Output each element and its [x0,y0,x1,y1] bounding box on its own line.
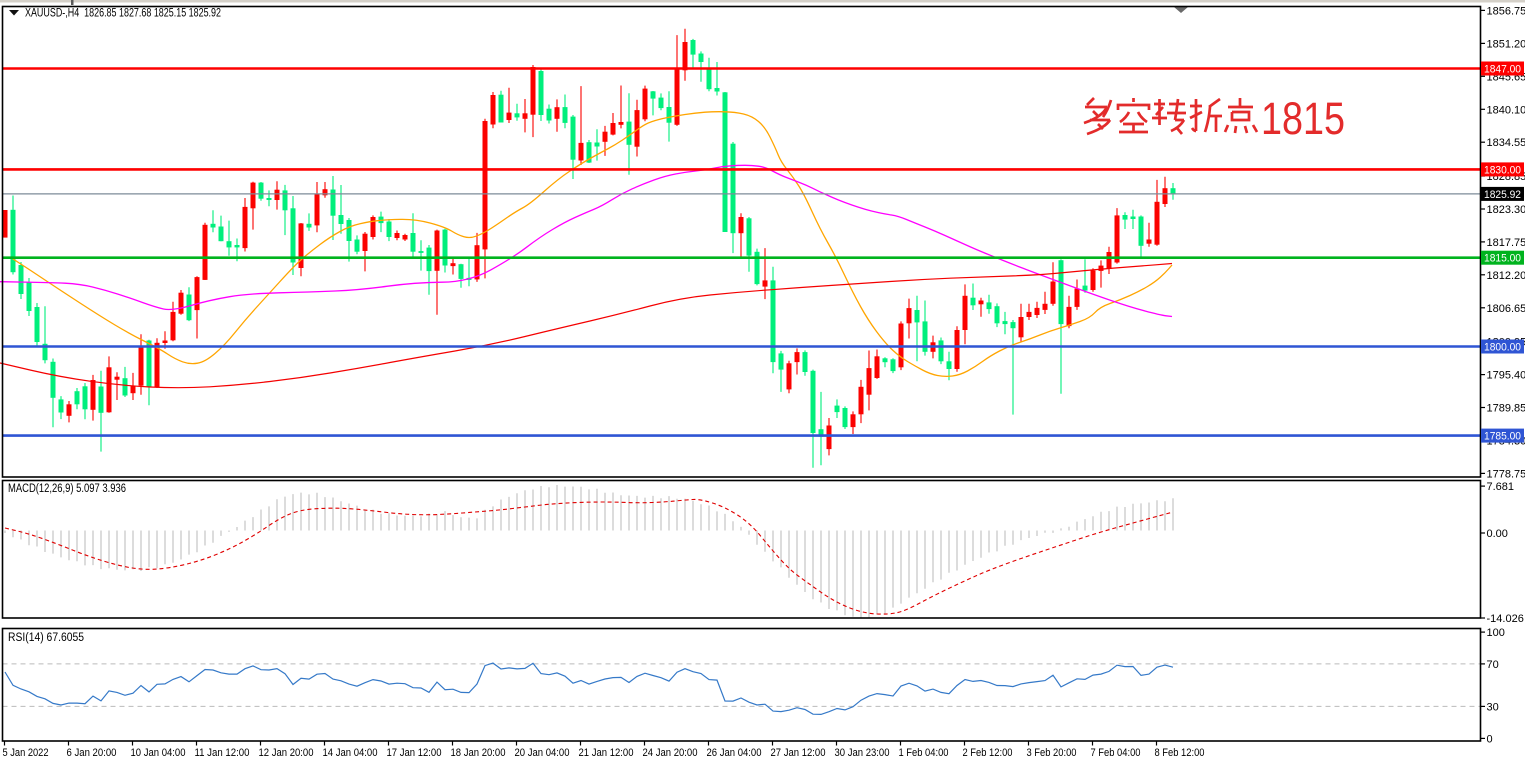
svg-text:XAUUSD-,H4 1826.85 1827.68 18: XAUUSD-,H4 1826.85 1827.68 1825.15 1825.… [25,8,221,20]
svg-text:14 Jan 04:00: 14 Jan 04:00 [323,747,378,759]
svg-text:21 Jan 12:00: 21 Jan 12:00 [579,747,634,759]
svg-text:7.681: 7.681 [1487,481,1515,493]
svg-text:12 Jan 20:00: 12 Jan 20:00 [259,747,314,759]
svg-text:18 Jan 20:00: 18 Jan 20:00 [451,747,506,759]
svg-text:1834.55: 1834.55 [1487,137,1525,149]
svg-text:1800.00: 1800.00 [1484,342,1521,354]
svg-text:1856.75: 1856.75 [1487,5,1525,17]
svg-text:2 Feb 12:00: 2 Feb 12:00 [963,747,1013,759]
svg-text:30: 30 [1487,701,1499,713]
svg-text:1785.00: 1785.00 [1484,431,1521,443]
svg-text:1847.00: 1847.00 [1484,64,1521,76]
svg-text:5 Jan 2022: 5 Jan 2022 [3,747,49,759]
svg-text:30 Jan 23:00: 30 Jan 23:00 [835,747,890,759]
svg-text:1795.40: 1795.40 [1487,370,1525,382]
svg-text:1815: 1815 [1261,93,1345,144]
svg-text:8 Feb 12:00: 8 Feb 12:00 [1155,747,1205,759]
svg-text:RSI(14) 67.6055: RSI(14) 67.6055 [8,632,84,644]
svg-text:-14.026: -14.026 [1487,613,1524,625]
svg-text:1 Feb 04:00: 1 Feb 04:00 [899,747,949,759]
svg-text:1778.75: 1778.75 [1487,468,1525,480]
svg-text:3 Feb 20:00: 3 Feb 20:00 [1027,747,1077,759]
svg-text:1817.75: 1817.75 [1487,237,1525,249]
svg-text:6 Jan 20:00: 6 Jan 20:00 [67,747,117,759]
svg-text:0: 0 [1487,733,1493,745]
svg-text:24 Jan 20:00: 24 Jan 20:00 [643,747,698,759]
svg-text:1830.00: 1830.00 [1484,164,1521,176]
svg-text:1812.20: 1812.20 [1487,270,1525,282]
svg-text:26 Jan 04:00: 26 Jan 04:00 [707,747,762,759]
svg-text:70: 70 [1487,659,1499,671]
svg-text:1806.65: 1806.65 [1487,303,1525,315]
svg-text:7 Feb 04:00: 7 Feb 04:00 [1091,747,1141,759]
svg-text:100: 100 [1487,627,1505,639]
svg-text:1823.30: 1823.30 [1487,204,1525,216]
svg-text:10 Jan 04:00: 10 Jan 04:00 [131,747,186,759]
svg-text:20 Jan 04:00: 20 Jan 04:00 [515,747,570,759]
svg-text:1789.85: 1789.85 [1487,403,1525,415]
svg-text:17 Jan 12:00: 17 Jan 12:00 [387,747,442,759]
svg-text:1851.20: 1851.20 [1487,38,1525,50]
svg-text:MACD(12,26,9) 5.097 3.936: MACD(12,26,9) 5.097 3.936 [8,483,126,495]
svg-text:1815.00: 1815.00 [1484,253,1521,265]
svg-text:27 Jan 12:00: 27 Jan 12:00 [771,747,826,759]
svg-text:11 Jan 12:00: 11 Jan 12:00 [195,747,250,759]
svg-text:0.00: 0.00 [1487,528,1508,540]
svg-text:1840.10: 1840.10 [1487,104,1525,116]
svg-text:1825.92: 1825.92 [1484,189,1521,201]
